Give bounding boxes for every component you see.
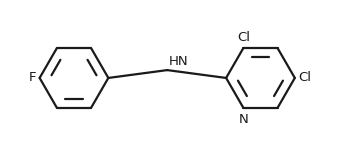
Text: F: F [29,71,37,84]
Text: N: N [238,113,248,126]
Text: HN: HN [169,55,189,68]
Text: Cl: Cl [298,71,311,84]
Text: Cl: Cl [237,31,250,44]
